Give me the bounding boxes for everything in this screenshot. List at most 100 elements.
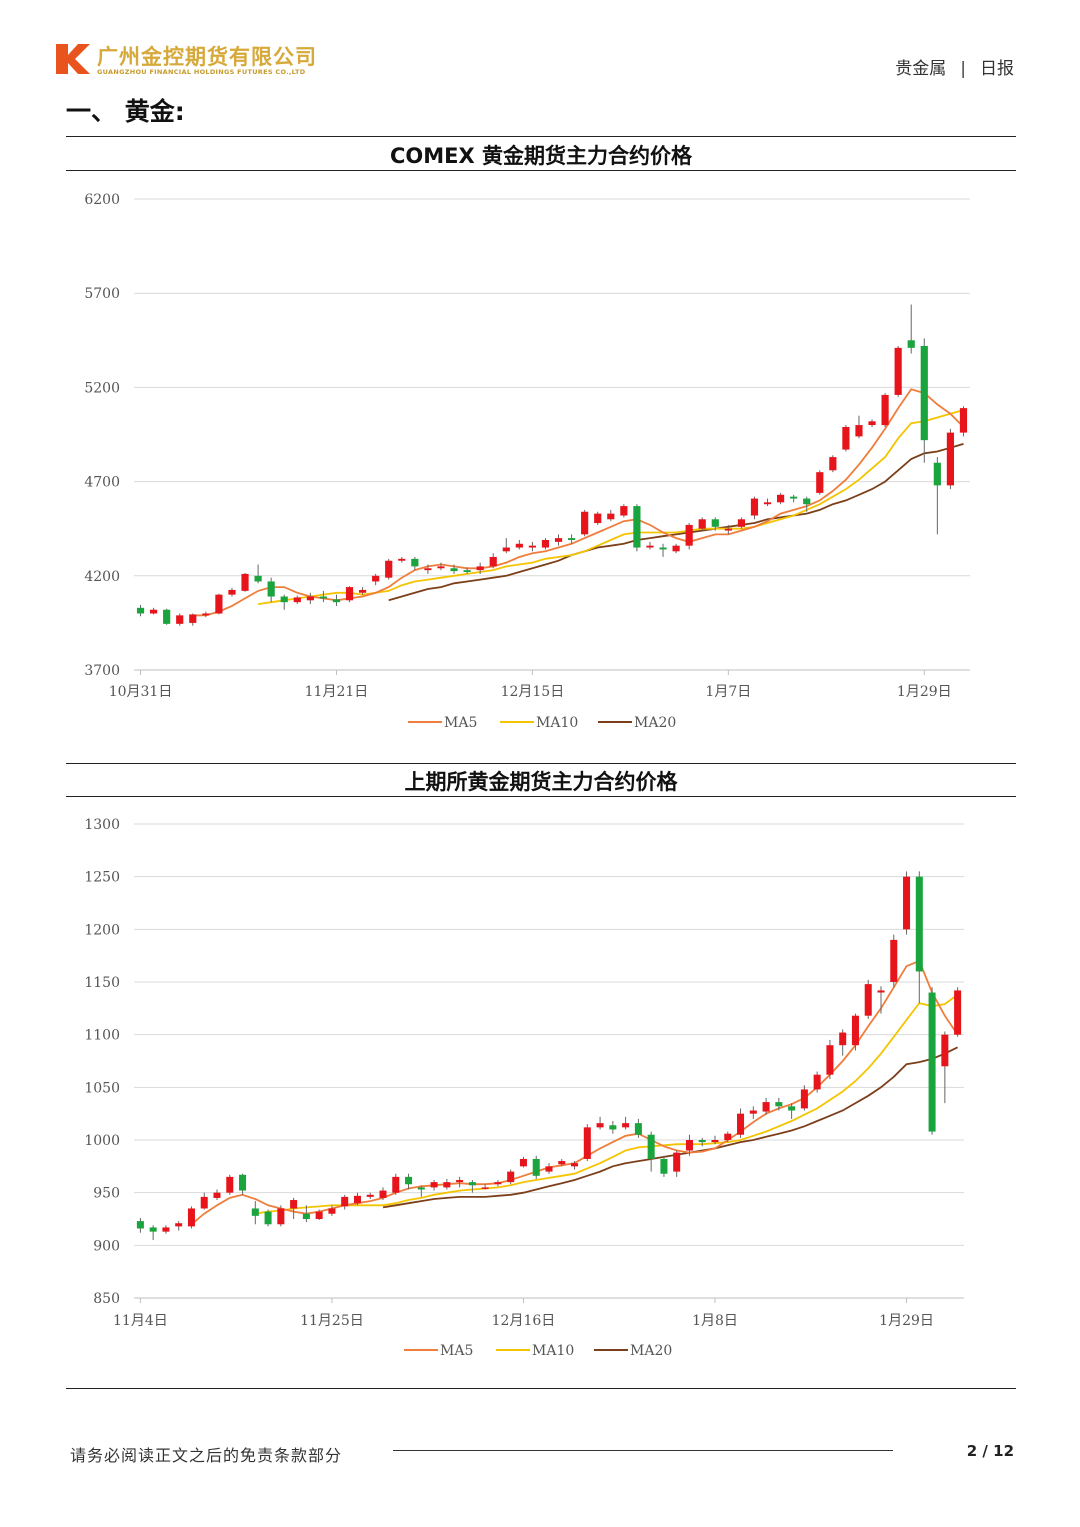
chart-2-title-rule (66, 796, 1016, 797)
y-tick-label: 850 (93, 1291, 120, 1307)
candle (202, 611, 210, 618)
category-label: 贵金属 (895, 59, 947, 79)
y-tick-label: 4200 (84, 569, 120, 585)
candle (293, 595, 301, 605)
candle-body-up (187, 1208, 195, 1227)
candle-body-up (607, 513, 615, 520)
candle (405, 1173, 413, 1190)
candle-body-up (359, 589, 367, 593)
candle (541, 538, 550, 550)
candle (881, 393, 889, 427)
candle-body-down (332, 599, 341, 603)
candle-body-down (803, 498, 811, 505)
candle-body-up (594, 513, 602, 524)
candle (724, 524, 732, 535)
legend-label: MA10 (532, 1343, 574, 1359)
candle (251, 1201, 259, 1225)
candle (646, 541, 654, 550)
candle (959, 406, 968, 437)
candle-body-up (366, 1194, 374, 1197)
candle (583, 1124, 591, 1162)
candle (215, 593, 223, 615)
candle (790, 494, 798, 503)
candle-body-up (202, 613, 210, 616)
company-name-en: GUANGZHOU FINANCIAL HOLDINGS FUTURES CO.… (97, 68, 306, 76)
candle-body-up (941, 1034, 949, 1067)
candle-body-up (737, 1113, 745, 1135)
candle (136, 605, 145, 617)
legend-label: MA5 (444, 715, 477, 731)
y-tick-label: 1150 (84, 975, 120, 991)
candle (907, 304, 915, 354)
candle-body-up (541, 540, 550, 548)
candle (928, 987, 936, 1135)
candle (877, 986, 885, 1014)
candle (634, 1118, 642, 1138)
candle-body-up (881, 394, 889, 426)
candle-body-up (476, 566, 484, 571)
y-tick-label: 1250 (84, 870, 120, 886)
y-tick-label: 1000 (84, 1133, 120, 1149)
candle-body-down (915, 876, 923, 972)
candle-body-down (450, 568, 458, 572)
candle-body-up (398, 558, 406, 561)
candle (163, 608, 171, 625)
candle-body-up (829, 457, 837, 471)
candle-body-up (749, 1110, 757, 1114)
candle (596, 1116, 604, 1130)
candle (264, 1209, 272, 1227)
candle (749, 1106, 757, 1119)
candle (228, 588, 236, 597)
candle (528, 541, 536, 552)
candle (946, 428, 954, 490)
candle-body-up (622, 1123, 630, 1128)
candle-body-up (176, 615, 184, 624)
candle (398, 556, 406, 563)
candle-body-up (724, 1133, 732, 1140)
candle-body-up (554, 538, 563, 542)
x-tick-label: 1月29日 (897, 684, 952, 700)
candle-body-up (353, 1195, 361, 1204)
y-tick-label: 4700 (84, 475, 120, 491)
candle (788, 1103, 796, 1119)
candle (189, 613, 197, 626)
candle-body-down (136, 607, 145, 614)
candle (359, 587, 367, 595)
candle (685, 1134, 693, 1156)
candle-body-up (842, 426, 850, 450)
candle (341, 1194, 349, 1210)
candle-body-up (150, 609, 158, 614)
candle-body-down (405, 1176, 413, 1185)
candle (920, 338, 928, 463)
candle-body-up (724, 528, 732, 531)
candle-body-down (302, 1213, 310, 1219)
y-tick-label: 5700 (84, 286, 120, 302)
candle (476, 562, 484, 574)
candle (290, 1197, 298, 1219)
candle-body-down (411, 558, 419, 567)
x-tick-label: 1月7日 (705, 684, 751, 700)
candle (315, 1209, 323, 1221)
candle-body-up (903, 876, 911, 930)
y-tick-label: 1200 (84, 922, 120, 938)
candle-body-up (456, 1180, 464, 1183)
candle-body-up (293, 597, 301, 603)
candle (200, 1192, 208, 1210)
candle (724, 1131, 732, 1143)
candle-body-up (581, 511, 589, 535)
candle-body-down (568, 538, 576, 541)
candle-body-down (280, 596, 288, 603)
candle (502, 538, 510, 554)
candle-body-up (372, 575, 380, 582)
candle-body-down (532, 1158, 540, 1176)
candle-body-up (851, 1015, 859, 1046)
candle (839, 1029, 847, 1056)
candle-body-up (430, 1182, 438, 1188)
candle-body-up (379, 1190, 387, 1198)
candle (800, 1085, 808, 1111)
candle (379, 1187, 387, 1201)
candle (424, 564, 432, 574)
candle (241, 572, 249, 592)
candle-body-down (251, 1208, 259, 1216)
x-tick-label: 11月4日 (113, 1313, 168, 1329)
